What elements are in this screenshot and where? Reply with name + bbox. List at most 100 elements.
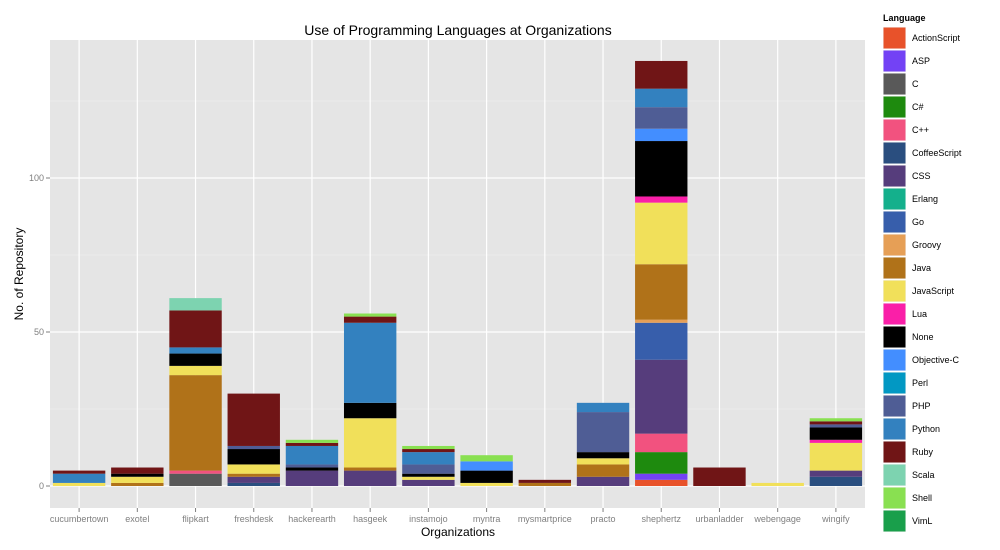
bar-segment-wingify-ruby (809, 421, 863, 425)
legend-label-erlang: Erlang (912, 194, 938, 204)
bar-segment-flipkart-none (169, 353, 222, 366)
bar-segment-shephertz-php (635, 107, 688, 129)
bar-segment-shephertz-groovy (635, 319, 688, 323)
bar-segment-instamojo-python (402, 452, 455, 465)
legend-label-go: Go (912, 217, 924, 227)
legend-swatch-css (883, 165, 906, 187)
legend-title: Language (883, 13, 926, 23)
bar-segment-shephertz-objective-c (635, 128, 688, 142)
bar-segment-shephertz-go (635, 322, 688, 360)
bar-segment-shephertz-asp (635, 473, 688, 480)
x-axis-ticks: cucumbertown exotel flipkart freshdesk hacke… (50, 508, 850, 524)
legend-label-php: PHP (912, 401, 931, 411)
bar-segment-hasgeek-python (343, 322, 397, 403)
legend-label-objective-c: Objective-C (912, 355, 960, 365)
bar-segment-practo-javascript (576, 458, 630, 465)
x-tick-label-hackerearth: hackerearth (288, 514, 336, 524)
bar-segment-shephertz-ruby (635, 60, 688, 89)
x-tick-label-flipkart: flipkart (182, 514, 209, 524)
x-tick-label-practo: practo (591, 514, 616, 524)
legend-swatch-coffeescript (883, 142, 906, 164)
bar-segment-flipkart-scala (169, 298, 222, 311)
legend-swatch-actionscript (883, 27, 906, 49)
legend-label-asp: ASP (912, 56, 930, 66)
legend-label-shell: Shell (912, 493, 932, 503)
chart-title: Use of Programming Languages at Organiza… (304, 22, 611, 38)
bar-segment-mysmartprice-ruby (518, 479, 572, 483)
bar-segment-exotel-none (111, 473, 164, 477)
bar-segment-hackerearth-php (285, 464, 339, 468)
bar-segment-instamojo-none (402, 473, 455, 477)
bar-segment-mysmartprice-java (518, 482, 572, 486)
y-tick-label: 50 (34, 327, 44, 337)
legend-swatch-objective-c (883, 349, 906, 371)
y-tick-label: 100 (29, 173, 44, 183)
bar-segment-exotel-java (111, 482, 164, 486)
bar-segment-hackerearth-python (285, 445, 339, 465)
legend-label-none: None (912, 332, 934, 342)
bar-segment-freshdesk-none (227, 449, 280, 465)
legend-swatch-php (883, 395, 906, 417)
x-tick-label-cucumbertown: cucumbertown (50, 514, 109, 524)
legend-swatch-lua (883, 303, 906, 325)
bar-segment-hasgeek-java (343, 467, 397, 471)
bar-segment-practo-java (576, 464, 630, 477)
bar-segment-cucumbertown-javascript (52, 482, 106, 486)
bar-segment-shephertz-actionscript (635, 479, 688, 486)
bar-segment-flipkart-c- (169, 470, 222, 474)
bar-segment-hasgeek-none (343, 402, 397, 419)
x-tick-label-exotel: exotel (125, 514, 149, 524)
legend-swatch-go (883, 211, 906, 233)
bar-segment-hackerearth-none (285, 467, 339, 471)
bar-segment-flipkart-java (169, 375, 222, 471)
bar-segment-hackerearth-ruby (285, 442, 339, 446)
bar-segment-shephertz-css (635, 359, 688, 434)
bar-segment-shephertz-lua (635, 196, 688, 203)
bar-segment-flipkart-javascript (169, 365, 222, 376)
bar-segment-urbanladder-ruby (693, 467, 746, 486)
bar-segment-flipkart-ruby (169, 310, 222, 348)
bar-segment-instamojo-ruby (402, 449, 455, 453)
bar-segment-wingify-javascript (809, 442, 863, 471)
x-tick-label-myntra: myntra (473, 514, 501, 524)
bar-segment-instamojo-javascript (402, 476, 455, 480)
legend-label-c: C (912, 79, 919, 89)
legend-label-python: Python (912, 424, 940, 434)
bar-segment-freshdesk-coffeescript (227, 482, 280, 486)
legend-label-viml: VimL (912, 516, 932, 526)
bar-segment-practo-none (576, 452, 630, 459)
legend: Language ActionScript ASP C C# C++ CoffeeScri… (883, 13, 962, 532)
bar-segment-hasgeek-css (343, 470, 397, 486)
legend-swatch-c- (883, 96, 906, 118)
bar-segment-practo-css (576, 476, 630, 486)
bar-segment-shephertz-c- (635, 452, 688, 474)
bar-segment-wingify-none (809, 427, 863, 440)
legend-swatch-java (883, 257, 906, 279)
y-tick-label: 0 (39, 481, 44, 491)
legend-label-java: Java (912, 263, 931, 273)
legend-label-c-: C# (912, 102, 924, 112)
legend-swatch-erlang (883, 188, 906, 210)
bar-segment-cucumbertown-python (52, 473, 106, 483)
bar-segment-myntra-none (460, 470, 513, 483)
bar-segment-shephertz-none (635, 141, 688, 197)
x-tick-label-instamojo: instamojo (409, 514, 448, 524)
bar-segment-freshdesk-javascript (227, 464, 280, 474)
bar-segment-practo-php (576, 412, 630, 453)
legend-swatch-asp (883, 50, 906, 72)
legend-swatch-javascript (883, 280, 906, 302)
legend-label-c-: C++ (912, 125, 929, 135)
bar-segment-freshdesk-java (227, 473, 280, 477)
bar-segment-wingify-php (809, 424, 863, 428)
bar-segment-freshdesk-php (227, 445, 280, 450)
bar-segment-hasgeek-javascript (343, 418, 397, 468)
bar-segment-flipkart-c (169, 473, 222, 486)
legend-swatch-python (883, 418, 906, 440)
bar-segment-myntra-javascript (460, 482, 513, 486)
bar-segment-freshdesk-ruby (227, 393, 280, 446)
legend-label-javascript: JavaScript (912, 286, 955, 296)
bar-segment-flipkart-python (169, 347, 222, 354)
legend-label-css: CSS (912, 171, 931, 181)
legend-label-scala: Scala (912, 470, 935, 480)
bar-segment-exotel-ruby (111, 467, 164, 474)
